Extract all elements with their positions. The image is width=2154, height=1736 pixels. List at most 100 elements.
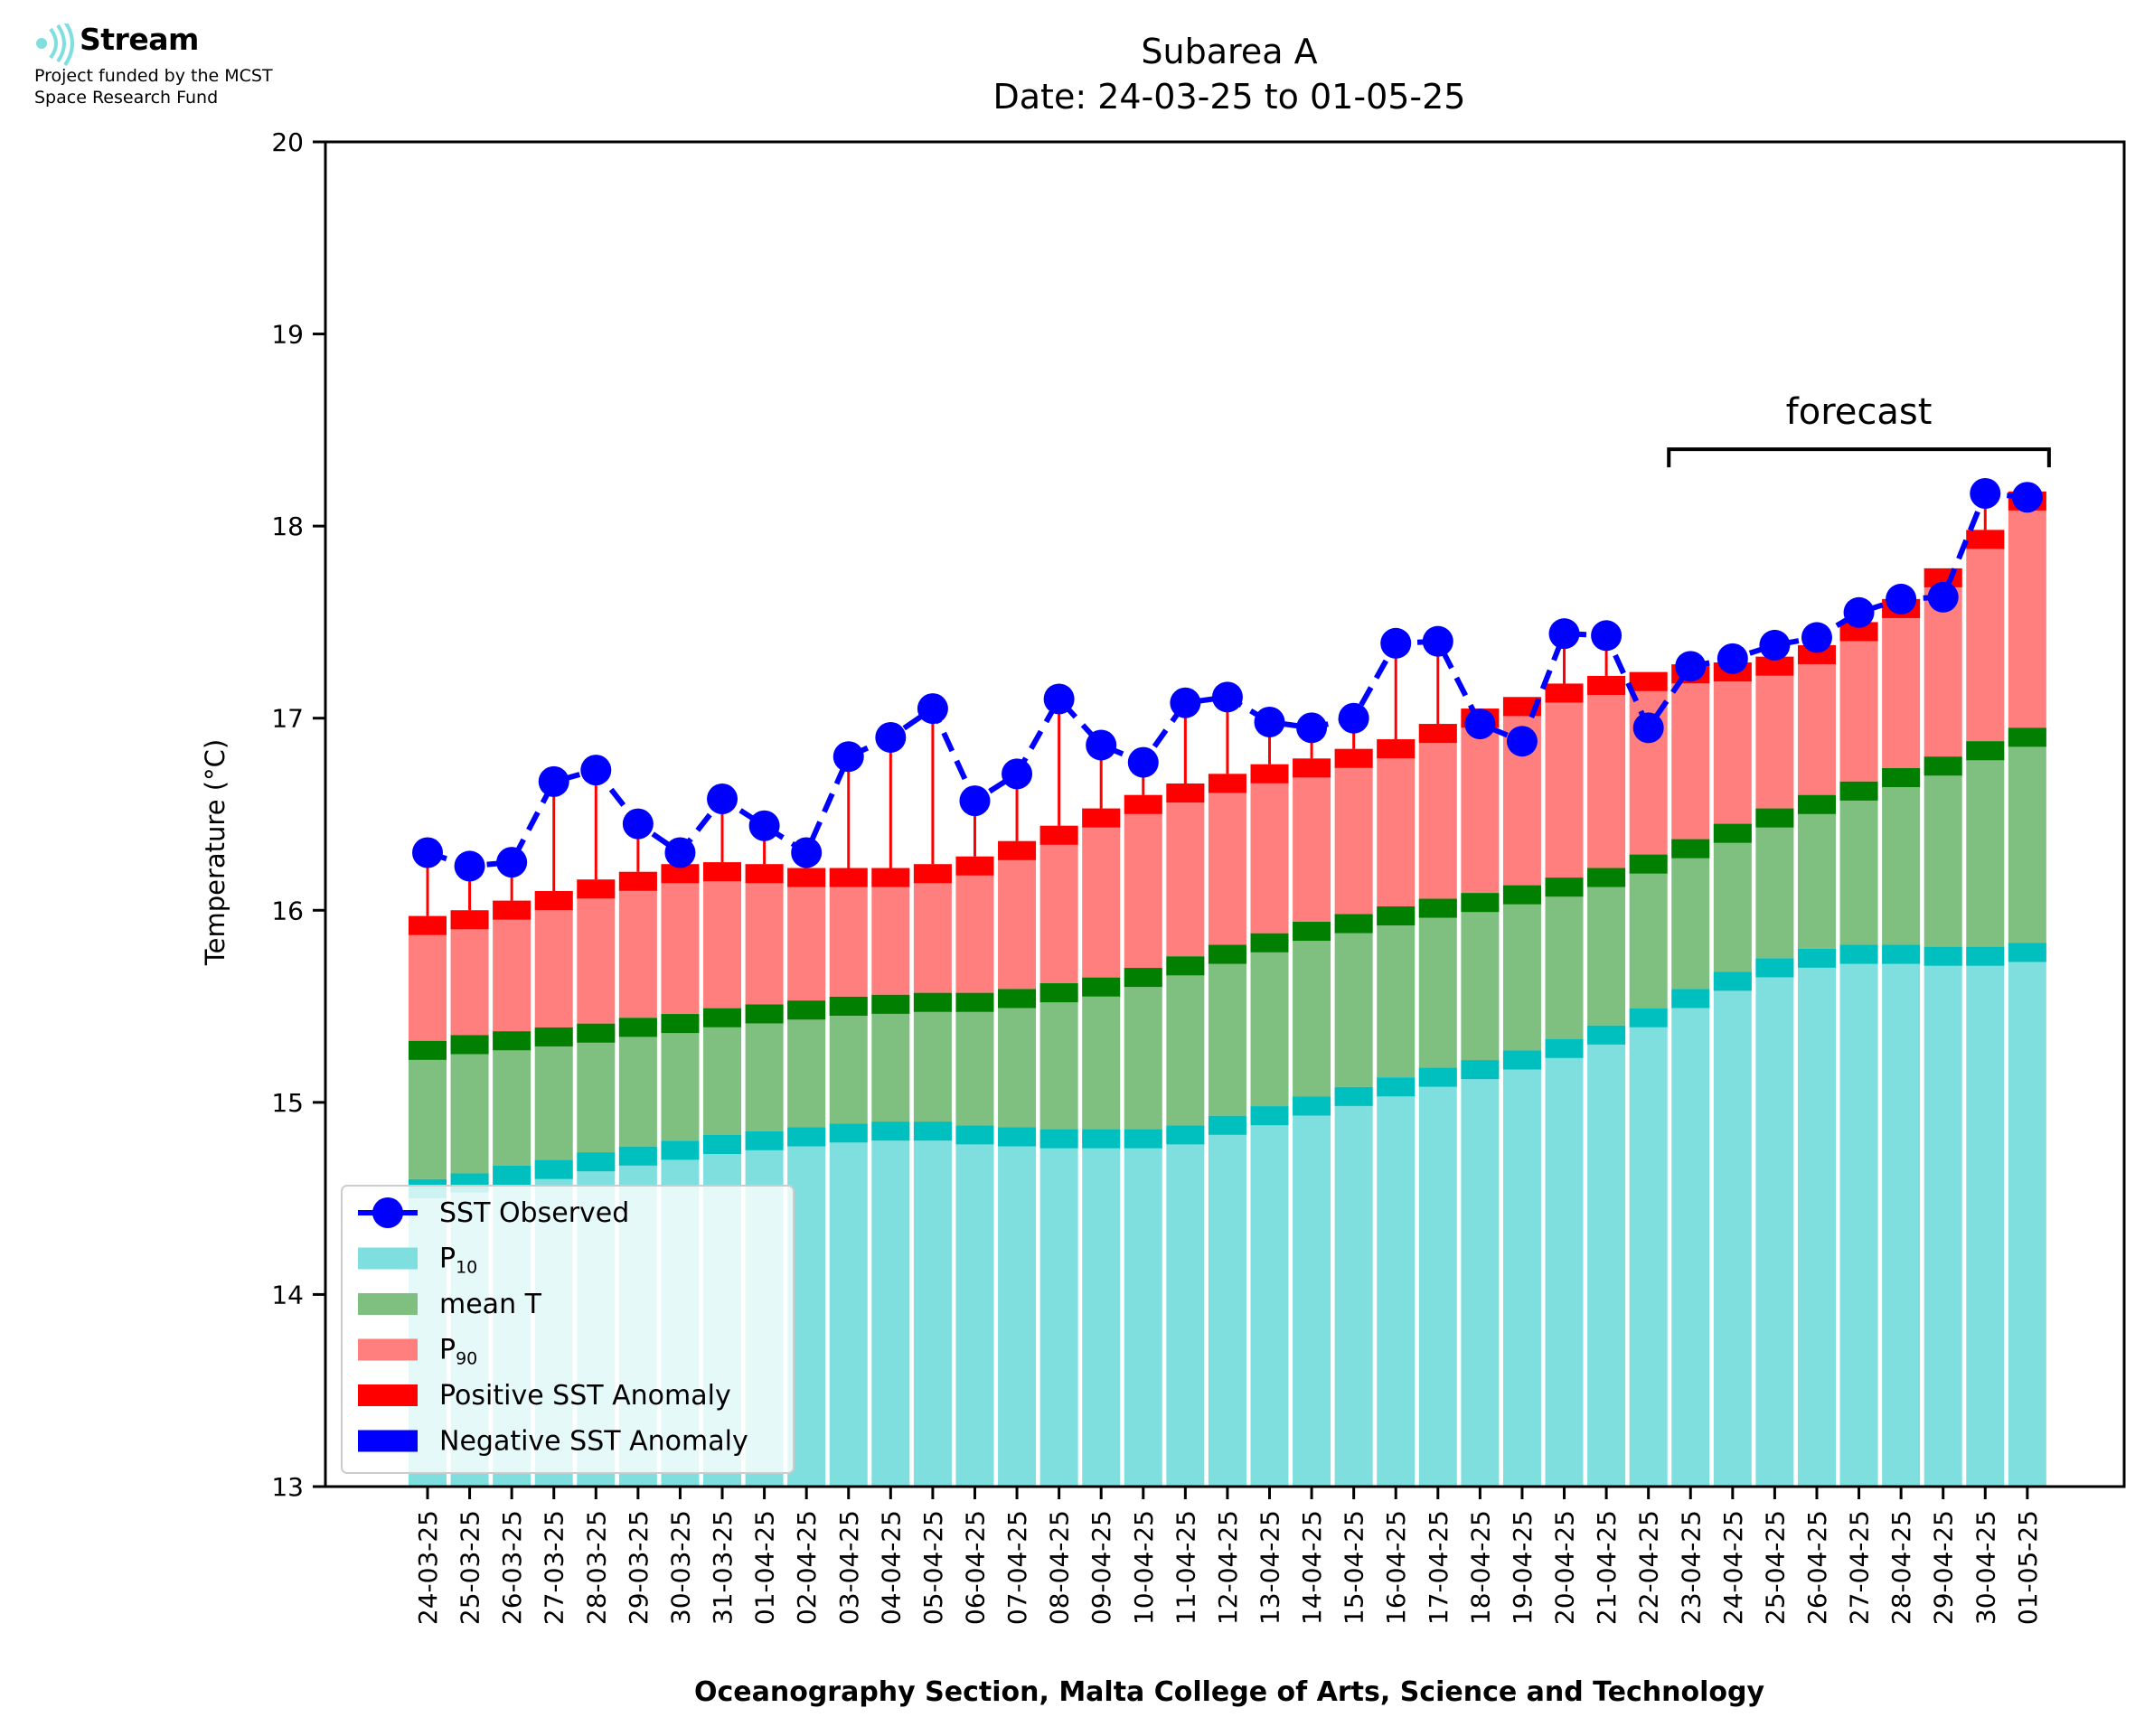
p90-bar (661, 864, 700, 1015)
p10-bar (1587, 1025, 1626, 1487)
p90-bar (1208, 774, 1246, 945)
x-tick-label: 20-04-25 (1550, 1510, 1580, 1625)
p90-band (1377, 739, 1416, 759)
legend-swatch-positive (358, 1384, 418, 1406)
p10-bar (1250, 1106, 1289, 1487)
p10-bar (1334, 1086, 1373, 1487)
legend-swatch-p90 (358, 1338, 418, 1361)
mean-band (1461, 893, 1500, 913)
p10-bar (1755, 958, 1794, 1487)
mean-bar (1124, 968, 1162, 1130)
mean-bar (450, 1035, 489, 1174)
p90-band (1839, 622, 1878, 642)
x-tick-label: 27-03-25 (540, 1510, 569, 1625)
p90-band (829, 868, 868, 887)
p90-bar (1713, 662, 1752, 824)
p10-band (1250, 1106, 1289, 1126)
p90-bar (829, 868, 868, 997)
sst-observed-point (1002, 758, 1033, 790)
mean-band (1124, 968, 1162, 988)
legend: SST Observed P10 mean T P90 Positive SST Ano… (341, 1185, 795, 1474)
sst-observed-point (412, 837, 443, 868)
x-tick-label: 30-04-25 (1971, 1510, 2000, 1625)
p10-band (1966, 946, 2005, 966)
p10-band (998, 1127, 1037, 1147)
x-tick-label: 25-03-25 (456, 1510, 485, 1625)
mean-bar (1966, 741, 2005, 947)
p10-bar (1124, 1129, 1162, 1487)
x-axis-label: Oceanography Section, Malta College of A… (694, 1676, 1765, 1708)
p10-bar (1671, 989, 1710, 1487)
p10-bar (1713, 971, 1752, 1487)
p90-band (871, 868, 910, 887)
mean-bar (1039, 983, 1078, 1130)
mean-band (409, 1040, 447, 1060)
p90-band (787, 868, 826, 887)
x-tick-label: 27-04-25 (1845, 1510, 1875, 1625)
sst-observed-point (538, 765, 569, 797)
mean-band (534, 1027, 573, 1046)
p90-band (913, 864, 952, 884)
p90-band (661, 864, 700, 884)
p90-bar (1755, 656, 1794, 809)
p10-bar (1461, 1060, 1500, 1487)
y-tick-label: 18 (271, 511, 304, 541)
p10-band (1882, 944, 1921, 964)
p10-band (1166, 1125, 1205, 1145)
sst-observed-point (496, 847, 528, 878)
p10-band (1039, 1129, 1078, 1149)
mean-bar (534, 1027, 573, 1160)
legend-label-positive: Positive SST Anomaly (439, 1380, 731, 1412)
mean-band (1334, 914, 1373, 934)
mean-band (745, 1004, 784, 1024)
sst-observed-point (1843, 596, 1875, 628)
p90-band (1334, 748, 1373, 768)
mean-band (1418, 898, 1457, 918)
p90-band (745, 864, 784, 884)
legend-box (341, 1185, 795, 1474)
funded-line-1: Project funded by the MCST (34, 66, 273, 86)
sst-observed-point (1170, 687, 1201, 718)
p10-band (534, 1159, 573, 1179)
stream-logo: Stream Project funded by the MCST Space … (34, 20, 273, 108)
sst-observed-point (1086, 729, 1117, 761)
x-tick-label: 25-04-25 (1760, 1510, 1790, 1625)
p90-bar (1166, 783, 1205, 957)
p10-band (955, 1125, 994, 1145)
forecast-annotation: forecast (1667, 391, 2051, 468)
p90-bar (1545, 683, 1584, 878)
mean-band (1671, 839, 1710, 859)
mean-bar (1797, 794, 1836, 949)
chart-title: Subarea A (1141, 32, 1317, 71)
p10-band (871, 1121, 910, 1141)
p10-band (1461, 1060, 1500, 1080)
forecast-label: forecast (1786, 391, 1933, 433)
p90-bar (1250, 764, 1289, 934)
p90-band (1166, 783, 1205, 802)
sst-observed-point (1464, 708, 1496, 740)
mean-bar (1377, 906, 1416, 1078)
x-tick-label: 06-04-25 (960, 1510, 990, 1625)
sst-observed-point (664, 837, 696, 868)
x-tick-label: 24-03-25 (413, 1510, 443, 1625)
forecast-bracket (1667, 447, 2051, 468)
legend-label-negative: Negative SST Anomaly (439, 1426, 748, 1458)
legend-label-p90: P90 (439, 1335, 477, 1369)
p10-bar (871, 1121, 910, 1487)
p10-band (913, 1121, 952, 1141)
chart-subtitle: Date: 24-03-25 to 01-05-25 (993, 77, 1466, 117)
p10-band (1671, 989, 1710, 1009)
p90-band (1797, 644, 1836, 664)
mean-band (1208, 944, 1246, 964)
mean-bar (703, 1008, 742, 1135)
x-tick-label: 07-04-25 (1002, 1510, 1032, 1625)
mean-bar (1545, 877, 1584, 1039)
p90-bar (1082, 808, 1121, 978)
sst-observed-point (2011, 482, 2043, 513)
p10-band (787, 1127, 826, 1147)
p90-bar (409, 915, 447, 1041)
p10-band (829, 1123, 868, 1143)
sst-observed-point (1927, 581, 1959, 613)
logo-name: Stream (80, 22, 199, 57)
mean-band (1166, 956, 1205, 976)
